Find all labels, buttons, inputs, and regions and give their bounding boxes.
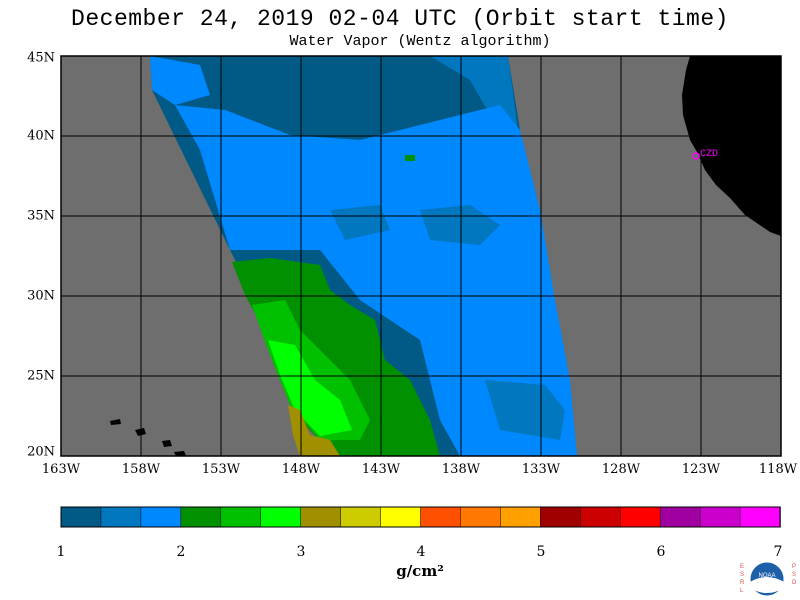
colorbar-swatch (420, 506, 462, 528)
swath-patch-2 (485, 380, 565, 440)
colorbar-tick-label: 2 (176, 544, 186, 560)
colorbar-unit: g/cm² (396, 562, 444, 580)
colorbar-swatch (340, 506, 382, 528)
swath-green-speck (405, 155, 415, 161)
lat-label: 45N (27, 50, 55, 66)
lon-label: 128W (601, 462, 641, 477)
map-frame (60, 55, 782, 457)
colorbar-frame (60, 506, 781, 528)
station-label: CZD (700, 149, 718, 160)
colorbar-swatch (659, 506, 701, 528)
colorbar-swatch (619, 506, 661, 528)
colorbar-swatch (580, 506, 621, 528)
land-california (682, 56, 781, 236)
lon-label: 148W (281, 462, 321, 477)
lat-label: 40N (27, 128, 55, 144)
swath-bright-green (268, 340, 352, 436)
graticule (61, 56, 781, 456)
colorbar-swatch (739, 506, 781, 528)
colorbar-swatch (260, 506, 302, 528)
land-hawaii-3 (162, 440, 172, 447)
swath-patch-3 (330, 205, 390, 240)
colorbar-swatch (180, 506, 222, 528)
chart-subtitle: Water Vapor (Wentz algorithm) (289, 33, 551, 50)
colorbar-tick-label: 7 (773, 544, 783, 560)
land-hawaii-4 (174, 451, 186, 456)
swath-patch-1 (420, 205, 500, 245)
lat-label: 35N (27, 208, 55, 224)
lat-label: 30N (27, 288, 55, 304)
chart-title: December 24, 2019 02-04 UTC (Orbit start… (71, 6, 729, 32)
colorbar-tick-label: 5 (536, 544, 546, 560)
lon-label: 143W (361, 462, 401, 477)
colorbar-tick-label: 6 (656, 544, 666, 560)
colorbar-swatch (300, 506, 342, 528)
colorbar-tick-label: 3 (296, 544, 306, 560)
swath-blue-upper-left (150, 56, 210, 105)
swath-blue-region (175, 105, 577, 456)
colorbar-swatch (140, 506, 182, 528)
land-hawaii-1 (110, 419, 121, 425)
colorbar-swatch (380, 506, 422, 528)
station-marker (692, 152, 700, 160)
colorbar-tick-label: 1 (56, 544, 66, 560)
colorbar-swatch (699, 506, 741, 528)
lon-label: 118W (758, 462, 798, 477)
lon-label: 133W (521, 462, 561, 477)
colorbar-swatch (100, 506, 142, 528)
colorbar-swatch (460, 506, 502, 528)
lon-label: 158W (121, 462, 161, 477)
colorbar-swatch (60, 506, 102, 528)
lon-label: 138W (441, 462, 481, 477)
lon-label: 163W (41, 462, 81, 477)
colorbar (60, 506, 781, 528)
colorbar-swatch (540, 506, 582, 528)
lat-label: 25N (27, 368, 55, 384)
lon-label: 123W (681, 462, 721, 477)
noaa-logo-text: NOAA (758, 573, 775, 579)
colorbar-tick-label: 4 (416, 544, 426, 560)
lat-label: 20N (27, 444, 55, 460)
colorbar-swatch (500, 506, 542, 528)
lon-label: 153W (201, 462, 241, 477)
colorbar-swatch (220, 506, 262, 528)
